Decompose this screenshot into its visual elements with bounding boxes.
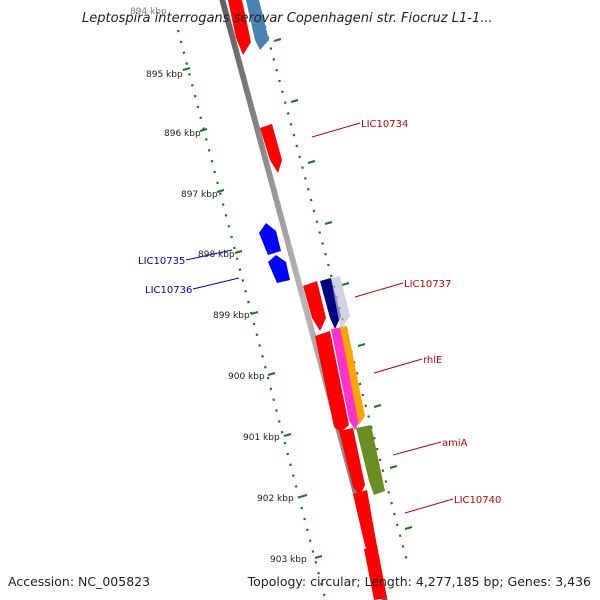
- inner-ticks: [273, 38, 413, 530]
- gene-lic10736[interactable]: [268, 255, 290, 283]
- leader-lic10740: [404, 498, 454, 514]
- tick-900: [267, 372, 276, 376]
- tick-898: [234, 250, 243, 254]
- gene-lic10737[interactable]: [303, 281, 326, 331]
- tick-902: [299, 494, 308, 498]
- tick-895: [182, 67, 191, 71]
- gene-top-red[interactable]: [228, 0, 251, 55]
- leader-amia: [392, 441, 442, 456]
- kbp-label-897: 897 kbp: [181, 190, 218, 200]
- genome-summary-text: Topology: circular; Length: 4,277,185 bp…: [247, 574, 591, 589]
- gene-label-lic10740[interactable]: LIC10740: [454, 495, 501, 506]
- gene-label-amia[interactable]: amiA: [442, 438, 468, 449]
- kbp-label-899: 899 kbp: [213, 311, 250, 321]
- gene-rhle[interactable]: [331, 327, 362, 430]
- kbp-label-898: 898 kbp: [198, 250, 235, 260]
- inner-tick: [357, 343, 366, 347]
- gene-lic10735[interactable]: [259, 223, 281, 255]
- inner-tick: [290, 99, 299, 103]
- reverse-strand-genes: [259, 223, 290, 283]
- forward-strand-genes: [228, 0, 387, 600]
- gene-top-steelblue[interactable]: [246, 0, 269, 50]
- gene-label-lic10737[interactable]: LIC10737: [404, 279, 451, 290]
- kbp-label-902: 902 kbp: [257, 494, 294, 504]
- map-title: Leptospira interrogans serovar Copenhage…: [82, 11, 493, 26]
- gene-bottom-red[interactable]: [364, 545, 387, 600]
- kbp-label-896: 896 kbp: [164, 129, 201, 139]
- kbp-label-903: 903 kbp: [270, 555, 307, 565]
- partial-kbp-label: 894 kbp: [130, 7, 167, 17]
- leader-lic10734: [311, 122, 361, 138]
- kbp-label-900: 900 kbp: [228, 372, 265, 382]
- gene-rhle-stripe: [340, 326, 365, 425]
- kbp-labels: 895 kbp 896 kbp 897 kbp 898 kbp 899 kbp …: [146, 70, 307, 565]
- gene-lic10740[interactable]: [353, 490, 377, 552]
- gene-label-lic10735[interactable]: LIC10735: [138, 256, 185, 267]
- inner-tick: [404, 526, 413, 530]
- gene-label-lic10736[interactable]: LIC10736: [145, 285, 192, 296]
- inner-tick: [341, 282, 350, 286]
- leader-lic10737: [354, 282, 404, 298]
- gene-labels: LIC10734 LIC10737 rhlE amiA LIC10740 LIC…: [138, 119, 501, 506]
- tick-896: [199, 128, 208, 132]
- tick-901: [283, 433, 292, 437]
- inner-tick: [373, 404, 382, 408]
- tick-903: [314, 555, 323, 559]
- gene-big-red[interactable]: [315, 331, 349, 432]
- leader-rhle: [373, 358, 423, 374]
- leader-lic10735: [185, 249, 233, 261]
- inner-tick: [324, 221, 333, 225]
- inner-tick: [389, 465, 398, 469]
- kbp-label-901: 901 kbp: [243, 433, 280, 443]
- inner-tick: [307, 160, 316, 164]
- gene-navy-halo: [331, 276, 350, 329]
- tick-897: [216, 189, 225, 193]
- label-leaders: [185, 122, 454, 514]
- leader-lic10736: [192, 277, 240, 290]
- tick-899: [250, 311, 259, 315]
- gene-label-rhle[interactable]: rhlE: [423, 355, 442, 366]
- kbp-label-895: 895 kbp: [146, 70, 183, 80]
- accession-text: Accession: NC_005823: [8, 574, 150, 589]
- gene-navy[interactable]: [320, 278, 341, 329]
- gene-mid-red[interactable]: [339, 428, 365, 496]
- gene-label-lic10734[interactable]: LIC10734: [361, 119, 408, 130]
- gene-amia[interactable]: [356, 425, 385, 495]
- gene-lic10734[interactable]: [260, 124, 282, 173]
- inner-tick: [273, 38, 282, 42]
- kbp-ticks: [182, 67, 323, 559]
